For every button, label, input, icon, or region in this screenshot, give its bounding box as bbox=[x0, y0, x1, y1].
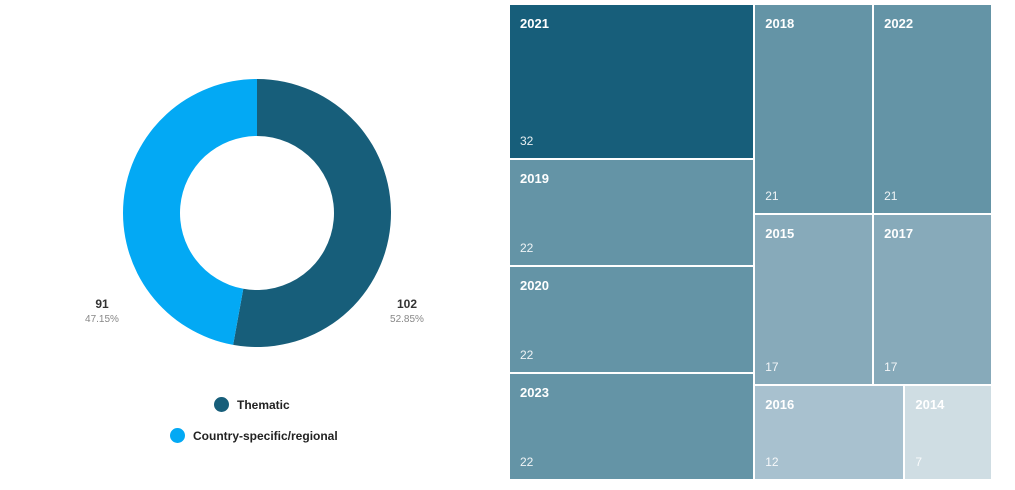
donut-percent-thematic: 52.85% bbox=[390, 314, 424, 325]
treemap-tile-label: 2017 bbox=[884, 226, 914, 242]
donut-svg bbox=[123, 79, 392, 347]
legend-swatch-thematic bbox=[214, 397, 229, 412]
treemap-tile-2021[interactable]: 2021 32 bbox=[509, 4, 755, 160]
treemap-tile-value: 12 bbox=[765, 454, 779, 469]
treemap-tile-2019[interactable]: 2019 22 bbox=[509, 159, 755, 267]
treemap-tile-2020[interactable]: 2020 22 bbox=[509, 266, 755, 374]
treemap-tile-value: 21 bbox=[765, 189, 779, 204]
treemap-tile-value: 22 bbox=[520, 348, 534, 363]
donut-slice-thematic[interactable] bbox=[233, 79, 392, 347]
legend-item-thematic[interactable]: Thematic bbox=[214, 397, 290, 412]
treemap-tile-2018[interactable]: 2018 21 bbox=[754, 4, 874, 215]
treemap-tile-value: 32 bbox=[520, 134, 534, 149]
treemap-tile-label: 2014 bbox=[915, 396, 945, 412]
treemap-tile-label: 2020 bbox=[520, 278, 549, 294]
treemap-tile-value: 21 bbox=[884, 189, 898, 204]
donut-percent-country: 47.15% bbox=[85, 314, 119, 325]
treemap-tile-label: 2019 bbox=[520, 171, 549, 187]
treemap-tile-value: 22 bbox=[520, 241, 534, 256]
treemap-tile-2014[interactable]: 2014 7 bbox=[904, 384, 992, 480]
legend-swatch-country bbox=[170, 428, 185, 443]
legend-label-country: Country-specific/regional bbox=[193, 428, 338, 443]
treemap-tile-2022[interactable]: 2022 21 bbox=[873, 4, 992, 215]
treemap-tile-2016[interactable]: 2016 12 bbox=[754, 384, 905, 480]
donut-value-thematic: 102 bbox=[396, 297, 418, 311]
treemap-chart: 2021 32 2019 22 2020 22 2023 22 2018 21 2022 21 2015… bbox=[509, 4, 992, 480]
donut-chart: 91 47.15% 102 52.85% Thematic Country-sp… bbox=[0, 0, 500, 485]
treemap-tile-2023[interactable]: 2023 22 bbox=[509, 373, 755, 480]
treemap-tile-value: 7 bbox=[915, 454, 923, 469]
treemap-tile-label: 2023 bbox=[520, 385, 549, 401]
treemap-tile-label: 2021 bbox=[520, 16, 549, 31]
treemap-tile-label: 2016 bbox=[765, 396, 795, 412]
donut-value-country: 91 bbox=[95, 297, 109, 311]
donut-label-country: 91 47.15% bbox=[62, 297, 142, 325]
treemap-tile-label: 2018 bbox=[765, 16, 795, 31]
treemap-tile-label: 2022 bbox=[884, 16, 914, 31]
donut-slice-country[interactable] bbox=[123, 79, 257, 345]
treemap-tile-value: 17 bbox=[884, 359, 898, 374]
legend-item-country[interactable]: Country-specific/regional bbox=[170, 428, 338, 443]
treemap-tile-2015[interactable]: 2015 17 bbox=[754, 214, 874, 385]
treemap-tile-label: 2015 bbox=[765, 226, 795, 242]
legend-label-thematic: Thematic bbox=[237, 397, 290, 412]
treemap-tile-2017[interactable]: 2017 17 bbox=[873, 214, 992, 385]
treemap-tile-value: 22 bbox=[520, 454, 534, 469]
treemap-tile-value: 17 bbox=[765, 359, 779, 374]
donut-label-thematic: 102 52.85% bbox=[367, 297, 447, 325]
